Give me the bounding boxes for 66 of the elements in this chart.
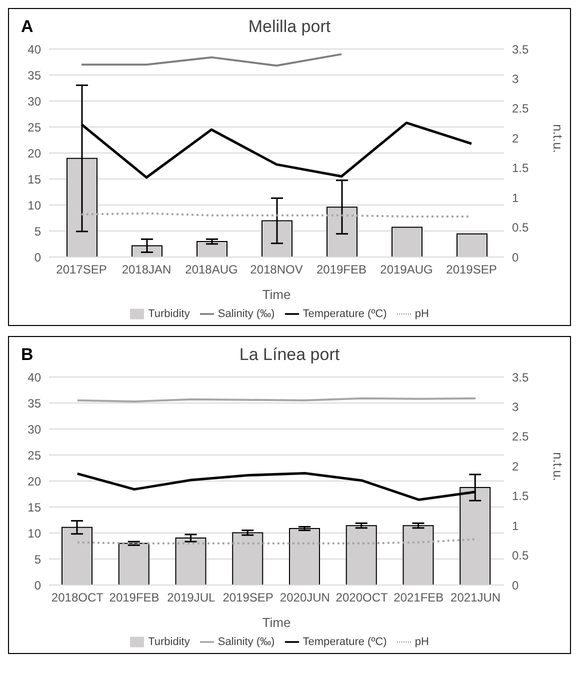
y2-tick-label: 0 xyxy=(512,250,519,264)
x-tick-label: 2019JUL xyxy=(167,590,216,605)
x-tick-label: 2019FEB xyxy=(316,262,367,277)
y2-tick-label: 1 xyxy=(512,190,519,205)
line-series xyxy=(80,53,342,67)
y2-tick-label: 2 xyxy=(512,131,519,146)
x-tick-label: 2020OCT xyxy=(336,590,388,605)
legend-label: pH xyxy=(414,636,429,648)
y2-tick-label: 3.5 xyxy=(512,42,530,56)
x-axis-title: Time xyxy=(262,615,291,630)
y-tick-label: 35 xyxy=(28,68,42,82)
y-tick-label: 0 xyxy=(34,250,42,264)
y-tick-label: 10 xyxy=(28,526,42,540)
legend-label: Turbidity xyxy=(148,636,190,648)
y2-axis-title: n.t.u. xyxy=(550,124,566,153)
legend-label: Temperature (ºC) xyxy=(302,636,387,648)
x-tick-label: 2019SEP xyxy=(222,590,274,605)
x-tick-label: 2017SEP xyxy=(56,262,107,277)
y-tick-label: 25 xyxy=(28,448,42,462)
text: B xyxy=(21,345,34,365)
chart-title: La Línea port xyxy=(239,345,340,364)
y-tick-label: 40 xyxy=(28,370,42,384)
y2-tick-label: 1.5 xyxy=(512,161,530,176)
y-tick-label: 30 xyxy=(28,422,42,436)
legend-label: Salinity (‰) xyxy=(218,308,275,320)
y-tick-label: 15 xyxy=(28,500,42,514)
y2-tick-label: 2.5 xyxy=(512,102,530,116)
x-axis-title: Time xyxy=(262,287,291,302)
y2-tick-label: 3 xyxy=(512,72,519,86)
legend-label: Salinity (‰) xyxy=(218,636,275,648)
y2-tick-label: 2 xyxy=(512,459,519,474)
y2-tick-label: 3.5 xyxy=(512,370,530,384)
chart-title: Melilla port xyxy=(248,17,331,36)
x-tick-label: 2019SEP xyxy=(446,262,497,277)
x-tick-label: 2019FEB xyxy=(109,590,160,605)
y2-axis-title: n.t.u. xyxy=(550,452,566,481)
text: A xyxy=(21,17,34,37)
y-tick-label: 30 xyxy=(28,94,42,108)
y-tick-label: 5 xyxy=(34,224,42,238)
y-tick-label: 15 xyxy=(28,172,42,186)
y-tick-label: 25 xyxy=(28,120,42,134)
legend-label: pH xyxy=(414,308,429,320)
y2-tick-label: 0.5 xyxy=(512,548,530,563)
y-tick-label: 10 xyxy=(28,198,42,212)
x-tick-label: 2021FEB xyxy=(394,590,444,605)
x-tick-label: 2019AUG xyxy=(380,262,433,277)
y-tick-label: 20 xyxy=(28,474,42,488)
y2-tick-label: 2.5 xyxy=(512,430,530,444)
y2-tick-label: 1.5 xyxy=(512,489,530,504)
x-tick-label: 2020JUN xyxy=(280,590,330,605)
x-tick-label: 2018OCT xyxy=(51,590,104,605)
x-tick-label: 2018AUG xyxy=(185,262,238,277)
y2-tick-label: 3 xyxy=(512,400,519,414)
y2-tick-label: 0 xyxy=(512,578,519,592)
x-tick-label: 2018NOV xyxy=(250,262,303,277)
y-tick-label: 0 xyxy=(34,578,42,592)
legend-label: Temperature (ºC) xyxy=(302,308,387,320)
y-tick-label: 5 xyxy=(34,552,42,566)
x-tick-label: 2018JAN xyxy=(122,262,172,277)
y-tick-label: 35 xyxy=(28,396,42,410)
y2-tick-label: 0.5 xyxy=(512,220,530,235)
y-tick-label: 20 xyxy=(28,146,42,160)
x-tick-label: 2021JUN xyxy=(450,590,501,605)
legend-label: Turbidity xyxy=(148,308,190,320)
y-tick-label: 40 xyxy=(28,42,42,56)
y2-tick-label: 1 xyxy=(512,518,519,533)
